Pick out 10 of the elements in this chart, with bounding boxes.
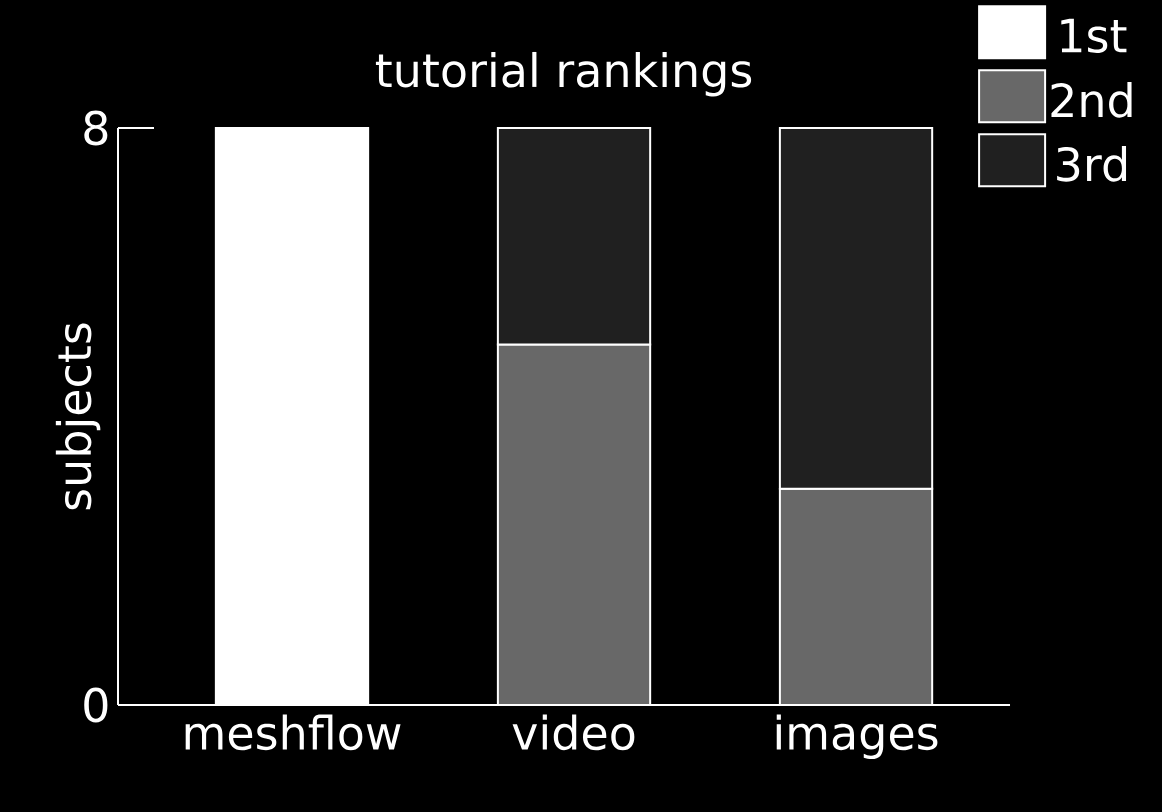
legend-label: 2nd bbox=[1051, 82, 1132, 118]
chart-title: tutorial rankings bbox=[375, 51, 752, 97]
x-tick-label: images bbox=[776, 714, 938, 760]
y-axis-title: subjects bbox=[55, 323, 101, 510]
legend-label: 3rd bbox=[1057, 146, 1127, 182]
x-tick-label: meshflow bbox=[185, 714, 401, 751]
x-tick-label: video bbox=[512, 714, 635, 751]
y-tick-label: 8 bbox=[84, 110, 108, 146]
legend-label: 1st bbox=[1061, 18, 1127, 53]
y-tick-label: 0 bbox=[84, 687, 108, 723]
